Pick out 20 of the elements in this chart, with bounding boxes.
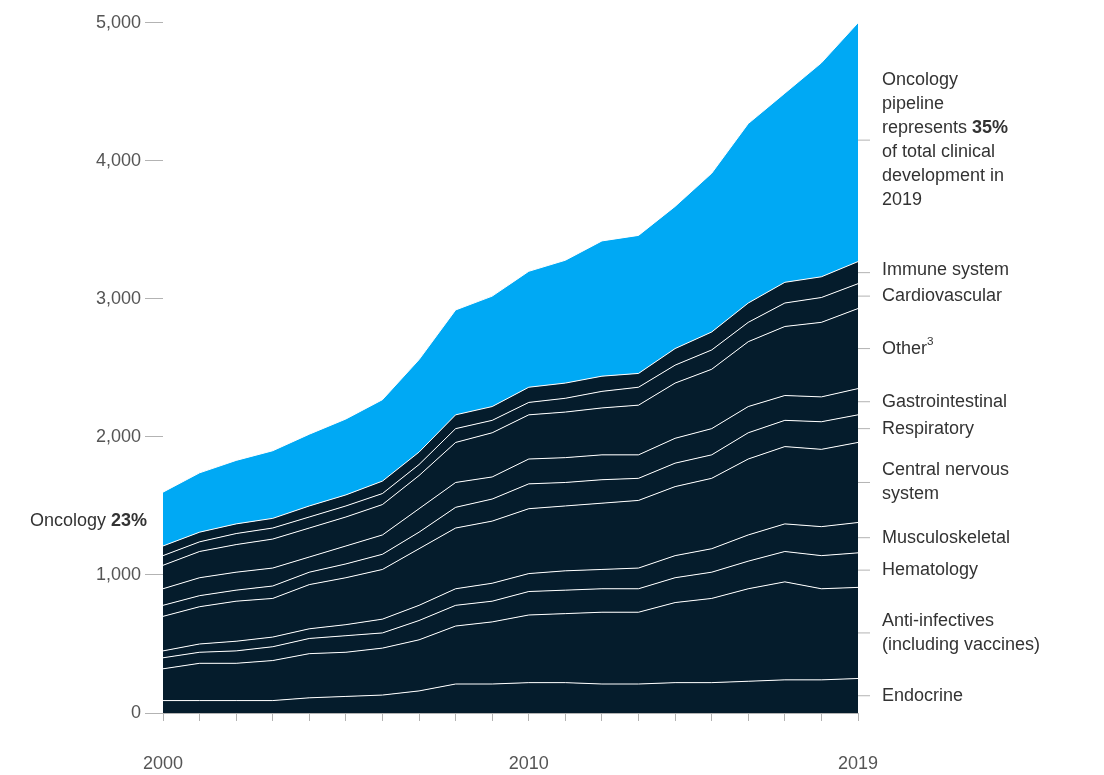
series-label: Immune system (882, 259, 1010, 280)
series-label: Hematology (882, 559, 979, 580)
x-tick-label: 2010 (508, 752, 549, 773)
y-tick-label: 1,000 (95, 563, 141, 584)
y-tick-label: 4,000 (95, 149, 141, 170)
series-label: Cardiovascular (882, 285, 1003, 306)
series-label: Musculoskeletal (882, 526, 1011, 547)
annotation: Oncology 23% (29, 510, 147, 531)
series-label: Gastrointestinal (882, 390, 1008, 411)
y-tick-label: 2,000 (95, 425, 141, 446)
x-tick-label: 2000 (142, 752, 184, 773)
y-tick-label: 5,000 (95, 11, 141, 32)
annotation: Oncology pipeline represents 35% of total clinical development in 2019 (882, 69, 1009, 210)
series-label: Endocrine (882, 684, 964, 705)
series-label: Central nervous system (882, 459, 1010, 504)
series-label: Anti-infectives (including vaccines) (882, 609, 1041, 654)
y-tick-label: 0 (130, 701, 141, 722)
x-tick-label: 2019 (837, 752, 879, 773)
series-label: Respiratory (882, 417, 975, 438)
y-tick-label: 3,000 (95, 287, 141, 308)
